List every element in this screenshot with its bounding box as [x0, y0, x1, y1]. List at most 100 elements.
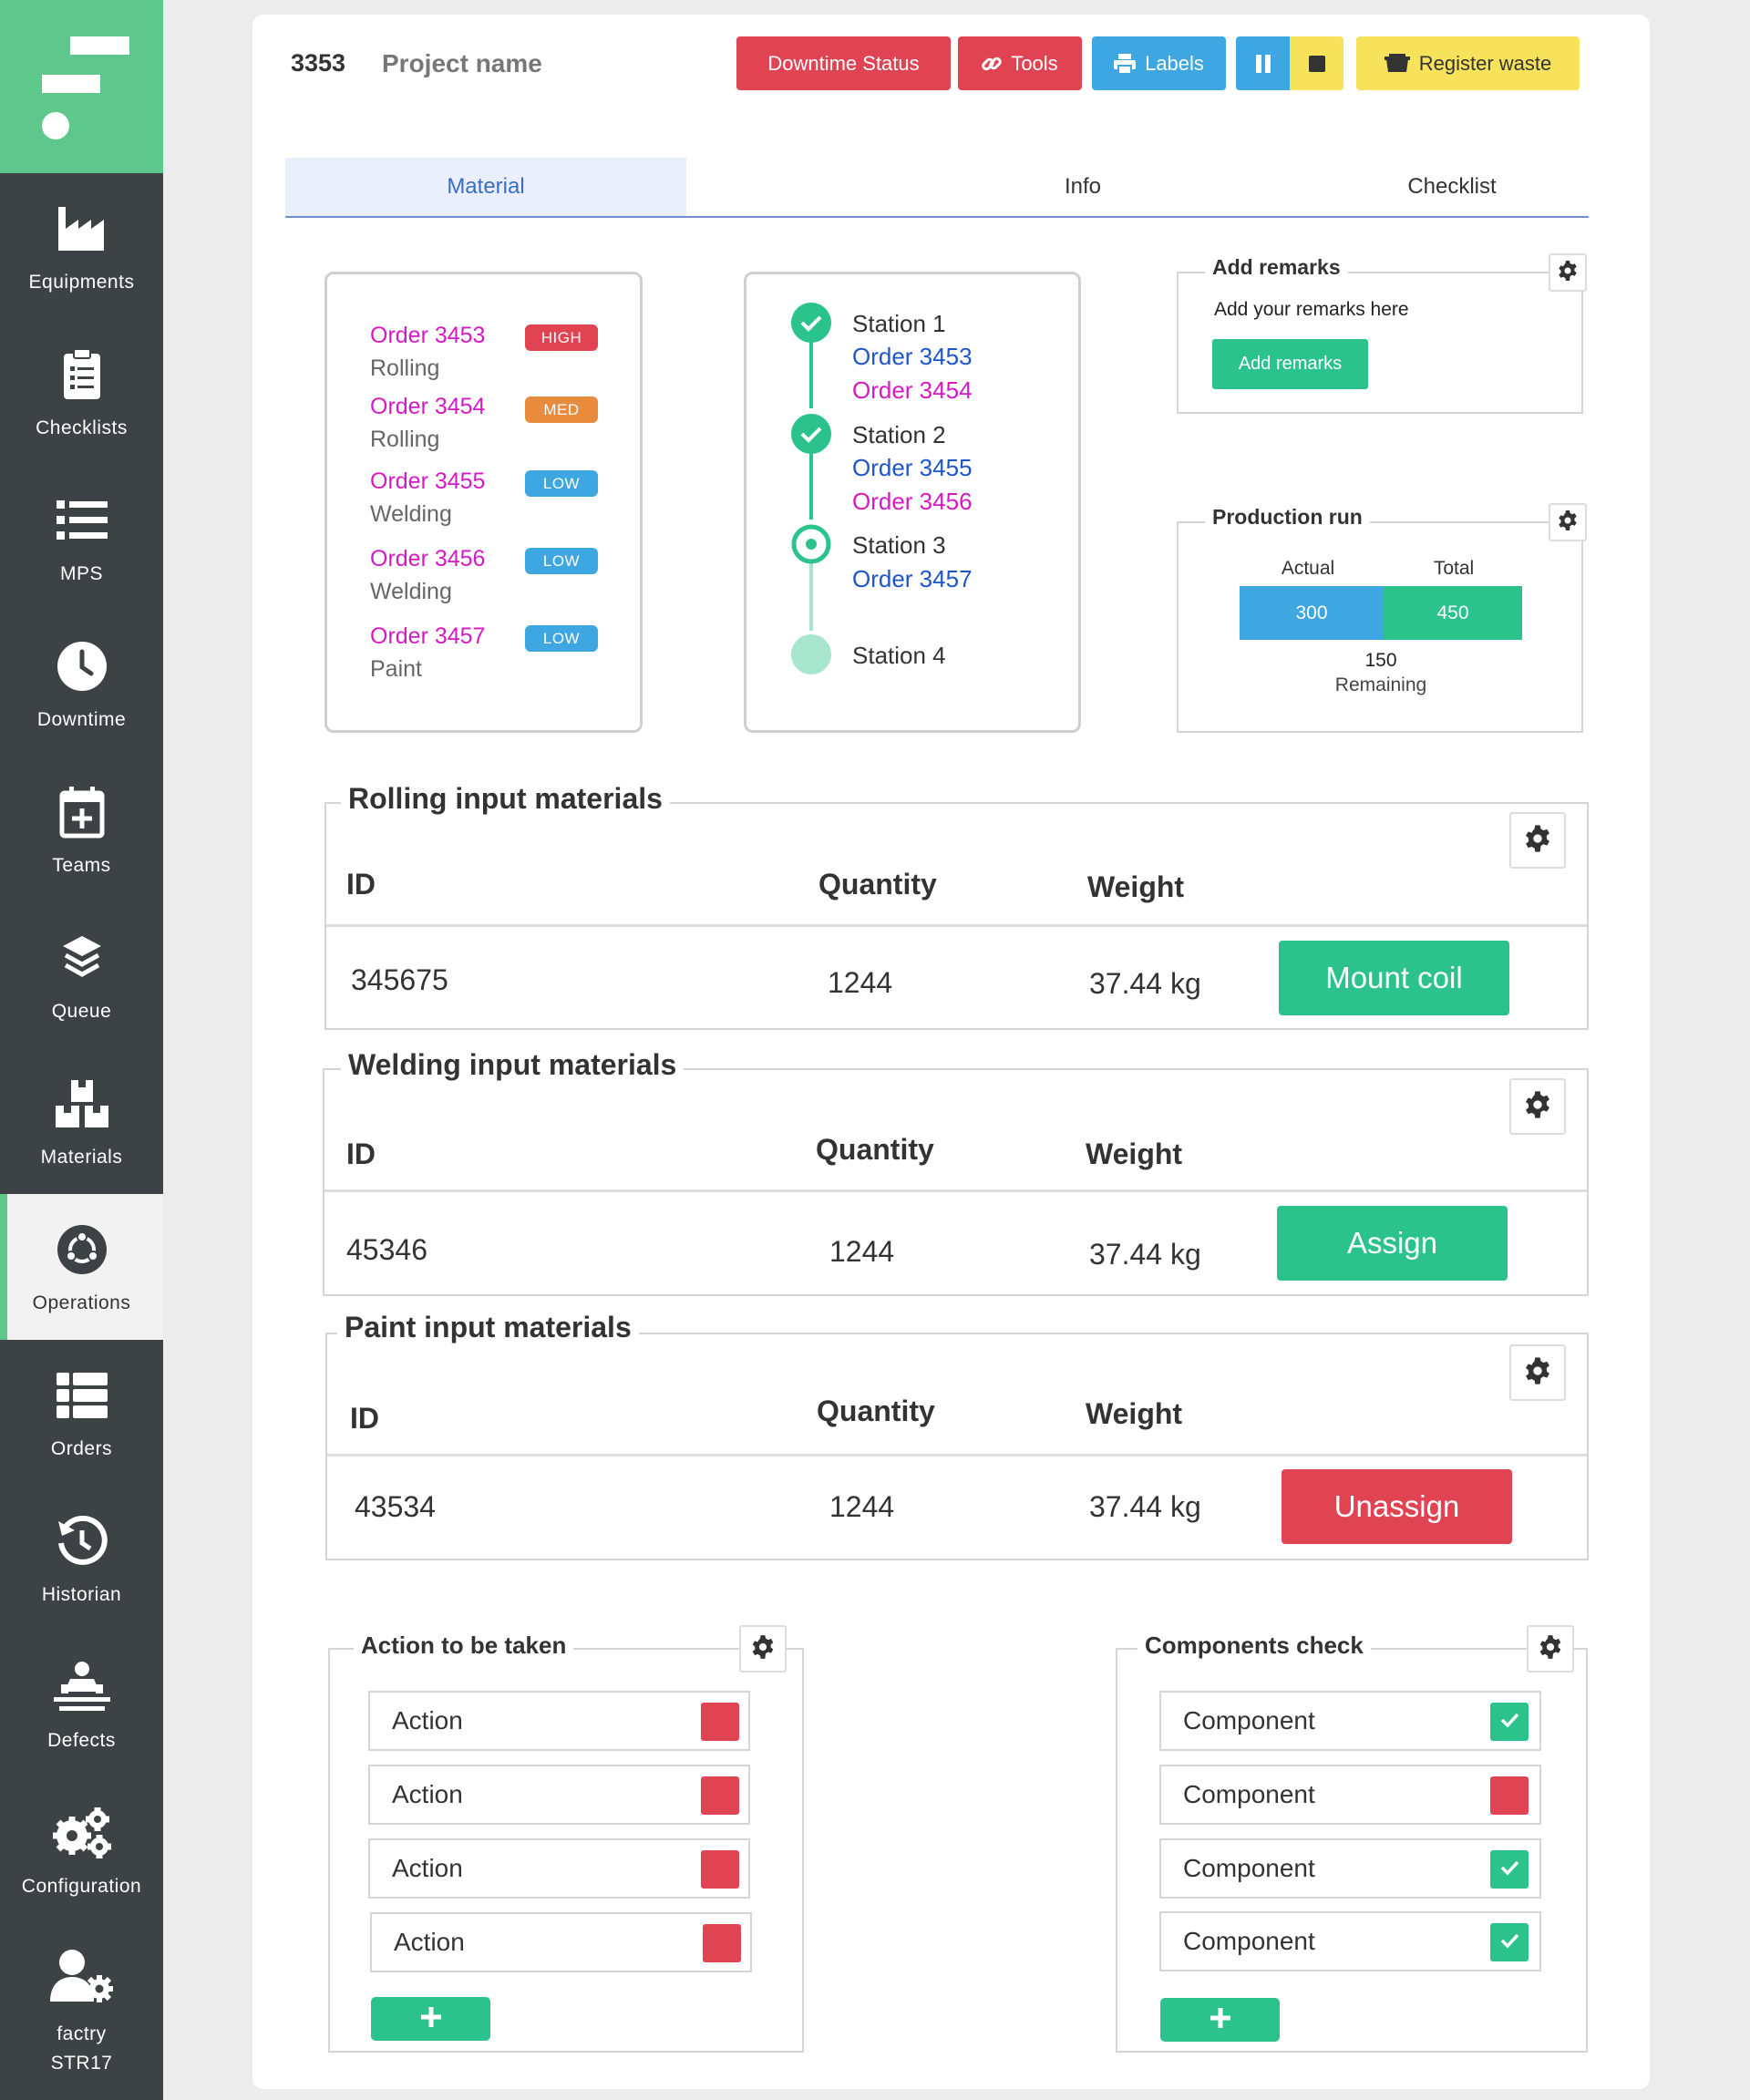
section-title: Rolling input materials	[341, 782, 670, 816]
downtime-status-label: Downtime Status	[767, 51, 920, 75]
order-label[interactable]: Order 3457	[370, 623, 486, 649]
remarks-settings-button[interactable]	[1549, 253, 1587, 292]
tab-material[interactable]: Material	[285, 158, 686, 216]
boxes-icon	[0, 1074, 163, 1134]
sidebar-item-orders[interactable]: Orders	[0, 1340, 163, 1486]
sidebar-item-historian[interactable]: Historian	[0, 1486, 163, 1632]
action-checkbox[interactable]	[701, 1776, 739, 1815]
priority-badge: LOW	[525, 625, 598, 652]
station-name: Station 2	[852, 421, 946, 448]
unassign-button[interactable]: Unassign	[1282, 1469, 1512, 1544]
rolling-materials-panel	[324, 802, 1589, 1030]
tools-label: Tools	[1011, 51, 1058, 75]
actions-settings-button[interactable]	[739, 1625, 787, 1673]
component-checkbox[interactable]	[1490, 1776, 1529, 1815]
actual-value: 300	[1240, 586, 1384, 640]
assign-button[interactable]: Assign	[1277, 1206, 1508, 1281]
add-remarks-button[interactable]: Add remarks	[1212, 339, 1368, 389]
material-quantity: 1244	[828, 966, 893, 999]
welding-settings-button[interactable]	[1509, 1078, 1566, 1135]
sidebar-user[interactable]: factry STR17	[0, 1923, 163, 2100]
dumpster-icon	[1384, 53, 1410, 74]
tools-button[interactable]: Tools	[958, 36, 1082, 90]
defects-icon	[0, 1657, 163, 1717]
sidebar-item-downtime[interactable]: Downtime	[0, 611, 163, 757]
production-run-settings-button[interactable]	[1549, 503, 1587, 541]
station-order[interactable]: Order 3453	[852, 343, 973, 370]
sidebar-item-checklists[interactable]: Checklists	[0, 319, 163, 465]
station-order[interactable]: Order 3457	[852, 565, 973, 592]
station-order[interactable]: Order 3455	[852, 454, 973, 481]
gear-icon	[1557, 510, 1579, 536]
sidebar-item-queue[interactable]: Queue	[0, 902, 163, 1048]
component-label: Component	[1183, 1854, 1315, 1882]
register-waste-label: Register waste	[1418, 51, 1552, 75]
plus-icon	[1209, 2006, 1232, 2034]
printer-icon	[1114, 53, 1137, 74]
layers-icon	[0, 928, 163, 988]
current-station-icon	[791, 524, 831, 569]
orders-panel	[324, 272, 643, 733]
action-label: Action	[392, 1780, 463, 1808]
stations-panel	[744, 272, 1081, 733]
tab-checklist[interactable]: Checklist	[1407, 174, 1497, 199]
link-icon	[982, 54, 1003, 74]
station-order[interactable]: Order 3456	[852, 488, 973, 515]
mount-coil-button[interactable]: Mount coil	[1279, 941, 1509, 1015]
sidebar-item-teams[interactable]: Teams	[0, 757, 163, 902]
rolling-settings-button[interactable]	[1509, 812, 1566, 869]
priority-badge: LOW	[525, 548, 598, 574]
material-weight: 37.44 kg	[1089, 1490, 1201, 1523]
factory-icon	[0, 199, 163, 259]
action-checkbox[interactable]	[703, 1924, 741, 1962]
component-item: Component	[1159, 1691, 1541, 1751]
column-header-weight: Weight	[1086, 1138, 1183, 1170]
sidebar-item-configuration[interactable]: Configuration	[0, 1777, 163, 1923]
component-checkbox[interactable]	[1490, 1923, 1529, 1961]
gear-icon	[750, 1634, 776, 1664]
project-number: 3353	[291, 49, 346, 77]
order-process: Rolling	[370, 355, 440, 381]
sidebar-item-label: Checklists	[36, 417, 128, 438]
station-name: Station 1	[852, 310, 946, 337]
components-title: Components check	[1138, 1632, 1371, 1660]
priority-badge: HIGH	[525, 324, 598, 351]
order-label[interactable]: Order 3453	[370, 323, 486, 348]
sidebar-item-mps[interactable]: MPS	[0, 465, 163, 611]
order-label[interactable]: Order 3455	[370, 468, 486, 494]
pause-button[interactable]	[1236, 36, 1290, 90]
tab-info[interactable]: Info	[1064, 174, 1102, 199]
action-checkbox[interactable]	[701, 1703, 739, 1741]
project-name: Project name	[382, 49, 542, 77]
action-label: Action	[392, 1854, 463, 1882]
component-checkbox[interactable]	[1490, 1850, 1529, 1889]
station-order[interactable]: Order 3454	[852, 376, 973, 404]
remarks-placeholder[interactable]: Add your remarks here	[1214, 299, 1409, 320]
sidebar-item-defects[interactable]: Defects	[0, 1632, 163, 1777]
component-checkbox[interactable]	[1490, 1703, 1529, 1741]
sidebar-item-label: MPS	[59, 563, 103, 584]
add-component-button[interactable]	[1160, 1998, 1280, 2042]
register-waste-button[interactable]: Register waste	[1356, 36, 1580, 90]
order-label[interactable]: Order 3456	[370, 546, 486, 571]
stop-button[interactable]	[1290, 36, 1343, 90]
action-label: Action	[394, 1928, 465, 1956]
material-id: 45346	[346, 1233, 427, 1266]
station-connector	[809, 341, 813, 408]
paint-settings-button[interactable]	[1509, 1344, 1566, 1401]
sidebar-item-equipments[interactable]: Equipments	[0, 173, 163, 319]
add-action-button[interactable]	[371, 1997, 490, 2041]
gears-icon	[0, 1803, 163, 1863]
order-label[interactable]: Order 3454	[370, 394, 486, 419]
action-checkbox[interactable]	[701, 1850, 739, 1889]
app-logo[interactable]	[0, 0, 163, 173]
material-weight: 37.44 kg	[1089, 1238, 1201, 1271]
components-settings-button[interactable]	[1527, 1625, 1574, 1673]
labels-button[interactable]: Labels	[1092, 36, 1226, 90]
sidebar-item-operations[interactable]: Operations	[0, 1194, 163, 1340]
sidebar-item-materials[interactable]: Materials	[0, 1048, 163, 1194]
clock-icon	[0, 636, 163, 696]
downtime-status-button[interactable]: Downtime Status	[736, 36, 951, 90]
column-header-weight: Weight	[1086, 1397, 1183, 1430]
station-name: Station 4	[852, 642, 946, 669]
